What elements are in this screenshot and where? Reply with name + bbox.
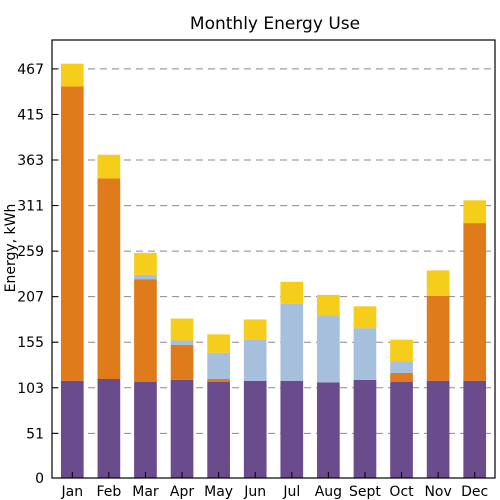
chart-title: Monthly Energy Use [190,14,360,34]
bar-segment [97,178,121,380]
y-tick-label: 467 [17,62,44,78]
bar-segment [170,340,194,345]
bar-segment [60,86,84,381]
bar-segment [280,281,304,304]
x-tick-label: Mar [132,484,159,500]
x-tick-label: Jan [60,484,83,500]
x-tick-label: Jun [243,484,266,500]
bar-segment [97,154,121,179]
bar-segment [426,270,450,296]
plot-frame [51,39,496,479]
bar-segment [390,361,413,373]
y-tick-label: 51 [26,426,44,442]
y-tick-label: 0 [35,471,44,487]
bar-segment [134,274,157,280]
y-tick-label: 311 [17,199,44,215]
bar-segment [134,279,157,382]
bar-segment [390,372,413,382]
bar-segment [426,380,450,478]
bar-segment [207,381,230,478]
x-tick-label: Nov [424,484,451,500]
bar-segment [207,379,230,382]
bar-segment [353,379,377,478]
bar-segment [243,339,267,381]
y-tick-label: 207 [17,290,44,306]
y-axis-label: Energy, kWh [3,204,19,293]
bar-segment [170,344,194,380]
bar-segment [243,380,267,478]
bar-segment [317,315,340,383]
bar-segment [134,252,157,275]
bar-segment [243,319,267,340]
bar-segment [317,294,340,316]
bar-segment [134,381,157,478]
y-tick-label: 155 [17,335,44,351]
bar-segment [60,63,84,87]
bar-segment [207,334,230,353]
y-tick-label: 259 [17,244,44,260]
bar-segment [390,339,413,362]
y-tick-label: 103 [17,381,44,397]
bar-segment [317,382,340,478]
bar-segment [353,306,377,329]
x-axis-ticks: Jan Feb Mar Apr May Jun Jul Aug Sept Oct Nov Dec [60,472,488,500]
x-tick-label: May [204,484,233,500]
bar-segment [280,303,304,381]
bar-segment [60,380,84,478]
x-tick-label: Sept [349,484,381,500]
x-tick-label: Dec [461,484,488,500]
bar-segment [97,379,121,478]
bar-segment [280,380,304,478]
x-tick-label: Feb [96,484,121,500]
y-axis-ticks: 0 51 103 155 207 259 311 363 415 467 [17,62,58,487]
bars [60,63,487,478]
bar-segment [207,352,230,380]
x-tick-label: Oct [389,484,414,500]
bar-segment [170,379,194,478]
bar-segment [463,380,487,478]
x-tick-label: Apr [170,484,194,500]
bar-segment [426,295,450,381]
grid-lines [52,68,495,434]
x-tick-label: Jul [282,484,300,500]
bar-segment [390,381,413,478]
bar-segment [463,200,487,224]
y-tick-label: 363 [17,153,44,169]
bar-segment [353,328,377,380]
bar-segment [170,318,194,341]
x-tick-label: Aug [315,484,342,500]
bar-segment [463,223,487,381]
y-tick-label: 415 [17,107,44,123]
